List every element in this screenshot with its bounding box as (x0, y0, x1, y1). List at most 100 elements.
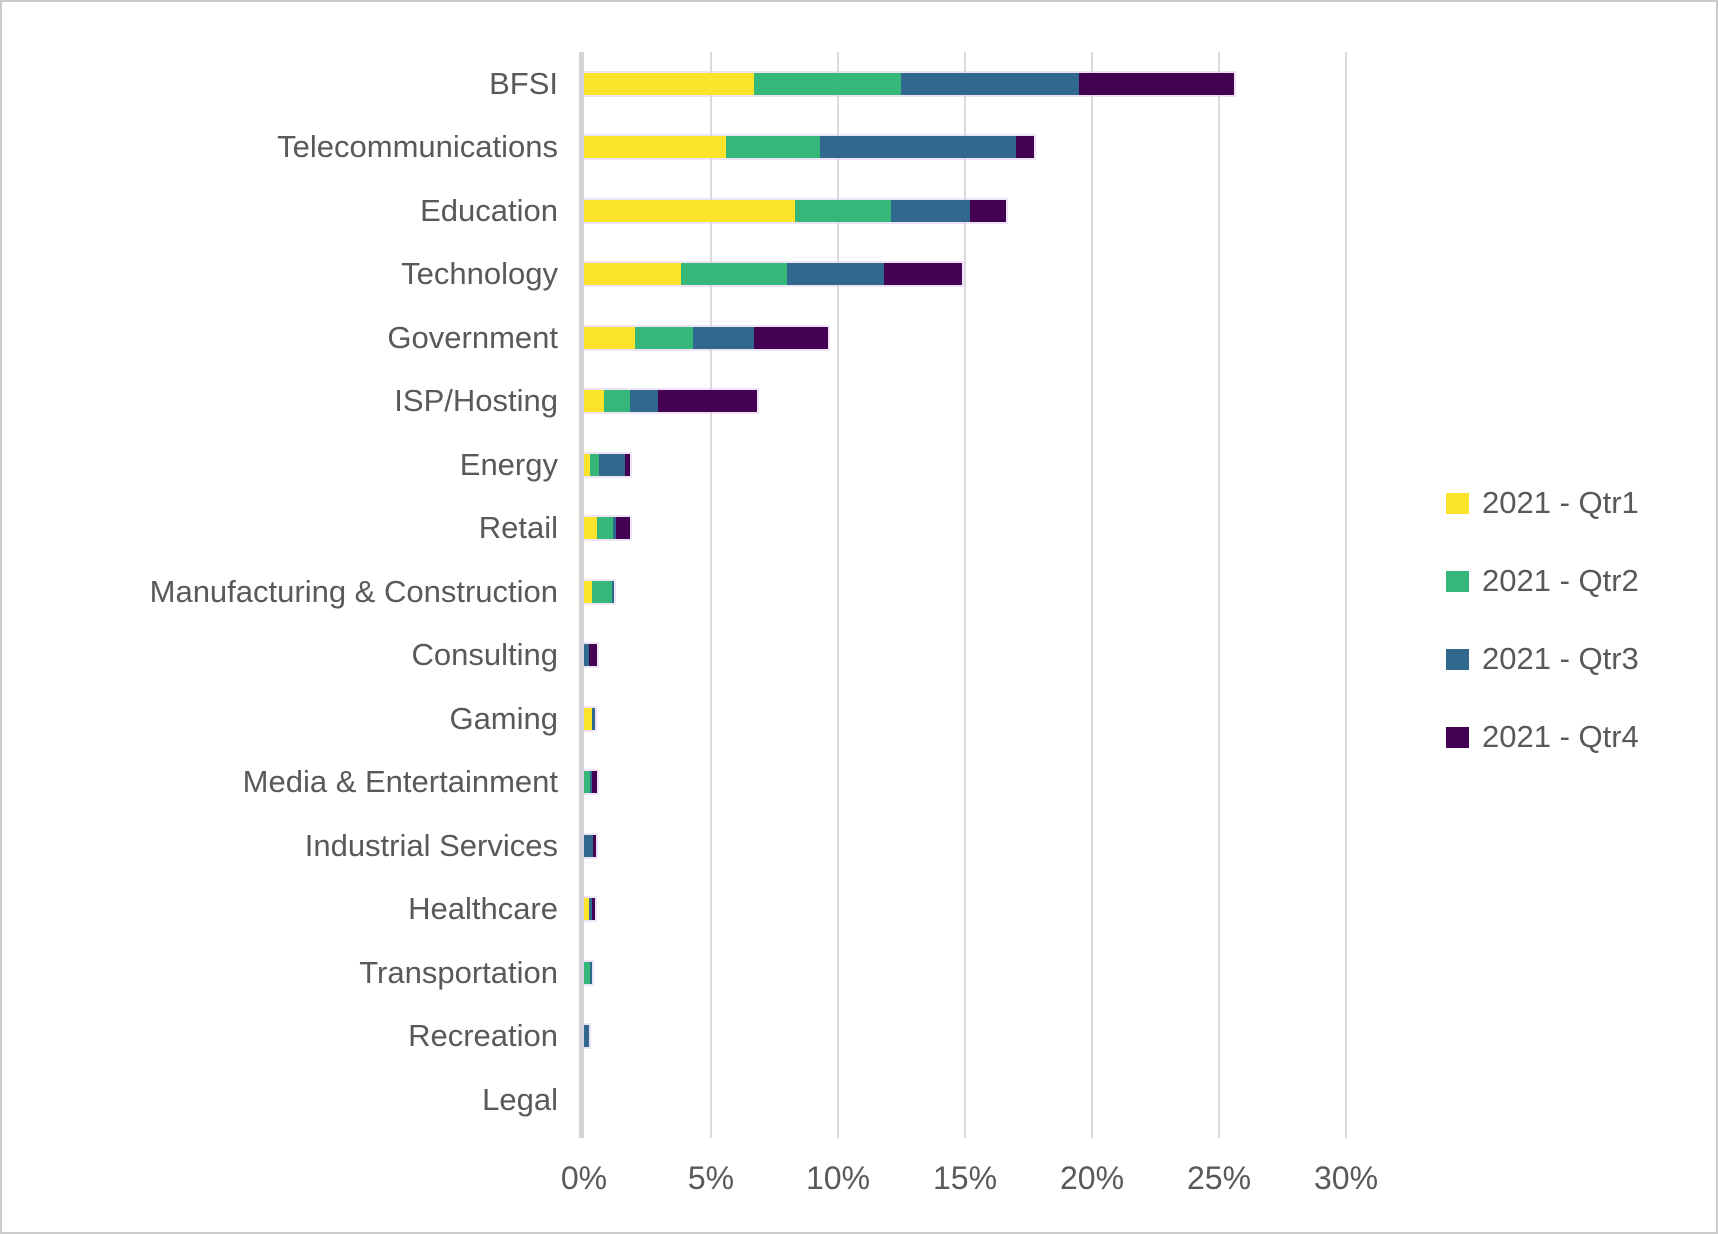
category-label: Transportation (359, 954, 558, 990)
x-tick-label: 20% (1059, 1159, 1125, 1196)
bar-segment-qtr4 (592, 834, 596, 857)
bar-segment-qtr3 (591, 707, 596, 730)
bar-segment-qtr3 (599, 453, 625, 476)
x-tick-label: 30% (1313, 1159, 1379, 1196)
x-tick-label: 25% (1186, 1159, 1252, 1196)
legend-swatch-qtr2-icon (1446, 570, 1469, 592)
bar-segment-qtr4 (591, 898, 596, 921)
legend-item-qtr3: 2021 - Qtr3 (1446, 620, 1706, 698)
legend-swatch-qtr4-icon (1446, 726, 1469, 748)
category-label: Education (420, 192, 558, 228)
category-label: Technology (401, 256, 558, 292)
category-label: BFSI (489, 65, 558, 101)
bar-segment-qtr4 (1015, 136, 1034, 159)
bar-segment-qtr3 (901, 72, 1080, 95)
bar-segment-qtr2 (754, 72, 902, 95)
legend-swatch-qtr1-icon (1446, 492, 1469, 514)
bar-segment-qtr2 (680, 263, 788, 286)
x-tick-label: 0% (560, 1159, 608, 1196)
x-gridline-20% (1091, 52, 1093, 1138)
bar-segment-qtr1 (584, 263, 681, 286)
bar-row (581, 705, 598, 732)
bar-segment-qtr4 (1079, 72, 1235, 95)
bar-segment-qtr3 (611, 580, 615, 603)
bar-segment-qtr1 (584, 326, 635, 349)
bar-row (582, 197, 1008, 224)
bar-segment-qtr4 (589, 644, 597, 667)
category-label: Media & Entertainment (242, 764, 558, 800)
x-gridline-30% (1345, 52, 1347, 1138)
x-gridline-15% (964, 52, 966, 1138)
bar-row (581, 70, 1237, 97)
bar-segment-qtr1 (584, 390, 605, 413)
bar-segment-qtr3 (584, 1025, 590, 1048)
category-label: ISP/Hosting (394, 383, 558, 419)
category-label: Industrial Services (304, 827, 558, 863)
category-label: Manufacturing & Construction (149, 573, 558, 609)
legend-item-qtr2: 2021 - Qtr2 (1446, 542, 1706, 620)
bar-segment-qtr2 (590, 453, 600, 476)
bar-segment-qtr4 (615, 517, 630, 540)
bar-row (582, 134, 1036, 161)
y-axis-line (579, 52, 584, 1138)
bar-segment-qtr1 (584, 517, 597, 540)
legend-label-qtr3: 2021 - Qtr3 (1482, 641, 1639, 676)
category-label: Consulting (411, 637, 558, 673)
bar-segment-qtr3 (613, 517, 616, 540)
category-label: Gaming (449, 700, 558, 736)
bar-segment-qtr4 (754, 326, 828, 349)
category-label: Government (387, 319, 558, 355)
x-gridline-10% (837, 52, 839, 1138)
bar-row (581, 578, 617, 605)
legend-label-qtr2: 2021 - Qtr2 (1482, 563, 1639, 598)
bar-segment-qtr3 (584, 644, 590, 667)
bar-segment-qtr4 (591, 771, 597, 794)
bar-segment-qtr3 (891, 199, 971, 222)
bar-segment-qtr1 (584, 199, 795, 222)
category-label: Retail (478, 510, 558, 546)
x-tick-label: 15% (932, 1159, 998, 1196)
category-label: Energy (459, 446, 558, 482)
bar-row (581, 261, 965, 288)
bar-row (581, 896, 598, 923)
bar-row (582, 642, 599, 669)
legend-label-qtr4: 2021 - Qtr4 (1482, 719, 1639, 754)
bar-segment-qtr3 (590, 771, 592, 794)
bar-segment-qtr2 (584, 771, 591, 794)
bar-segment-qtr2 (584, 961, 591, 984)
bar-segment-qtr4 (657, 390, 757, 413)
bar-segment-qtr1 (584, 453, 591, 476)
bar-segment-qtr1 (584, 707, 592, 730)
bar-segment-qtr1 (584, 72, 755, 95)
bar-segment-qtr3 (693, 326, 755, 349)
bar-segment-qtr4 (883, 263, 963, 286)
bar-segment-qtr2 (794, 199, 892, 222)
bar-row (582, 515, 632, 542)
bar-segment-qtr2 (604, 390, 630, 413)
legend: 2021 - Qtr1 2021 - Qtr2 2021 - Qtr3 2021… (1446, 464, 1706, 776)
bar-segment-qtr3 (584, 834, 593, 857)
bar-segment-qtr1 (584, 580, 592, 603)
bar-segment-qtr3 (590, 961, 592, 984)
bar-segment-qtr4 (970, 199, 1006, 222)
bar-segment-qtr3 (589, 898, 592, 921)
bar-segment-qtr2 (596, 517, 614, 540)
bar-segment-qtr3 (629, 390, 658, 413)
bar-segment-qtr2 (634, 326, 694, 349)
bar-segment-qtr1 (584, 136, 727, 159)
category-label: Telecommunications (277, 129, 558, 165)
bar-segment-qtr2 (591, 580, 612, 603)
bar-segment-qtr3 (820, 136, 1016, 159)
bar-row (582, 769, 599, 796)
bar-segment-qtr2 (726, 136, 821, 159)
bar-row (582, 451, 632, 478)
bar-row (582, 959, 594, 986)
bar-segment-qtr1 (584, 898, 590, 921)
x-gridline-5% (710, 52, 712, 1138)
legend-item-qtr4: 2021 - Qtr4 (1446, 698, 1706, 776)
bar-segment-qtr3 (787, 263, 884, 286)
x-gridline-25% (1218, 52, 1220, 1138)
bar-row (582, 388, 759, 415)
x-tick-label: 5% (687, 1159, 735, 1196)
